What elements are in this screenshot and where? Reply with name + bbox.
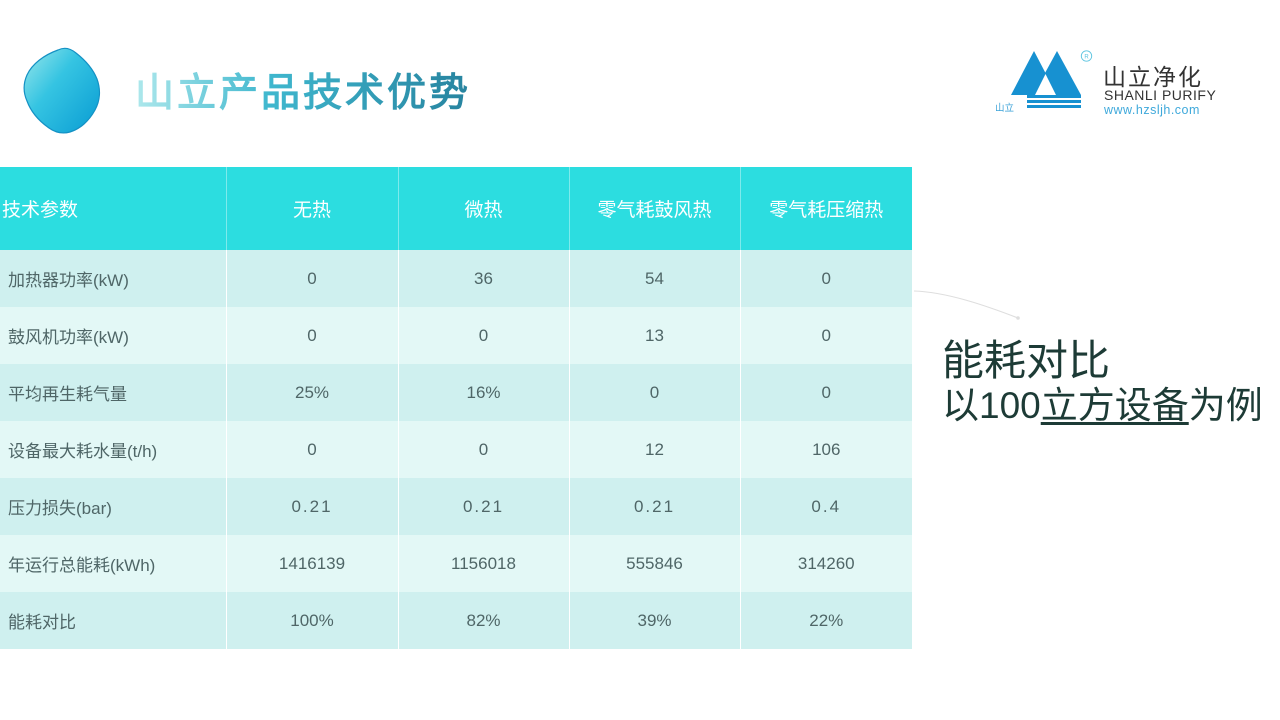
- svg-text:R: R: [1084, 54, 1089, 60]
- svg-text:山立: 山立: [995, 102, 1014, 113]
